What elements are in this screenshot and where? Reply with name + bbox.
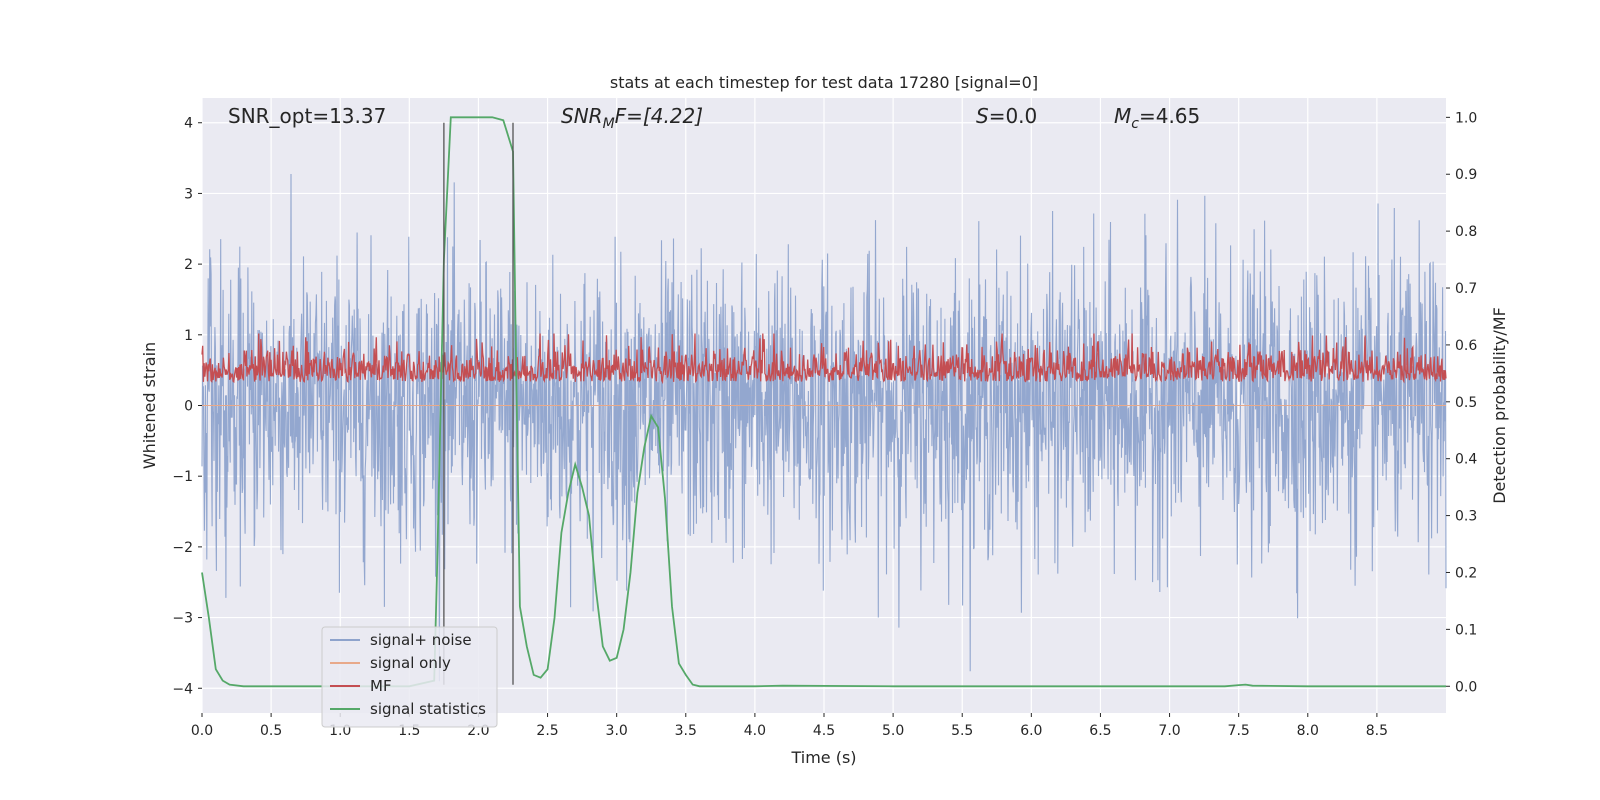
y-tick-label-left: −2 [172, 540, 193, 556]
x-tick-label: 6.0 [1020, 723, 1042, 739]
annotation-mc: Mc=4.65 [1114, 104, 1200, 132]
legend-label: MF [370, 677, 392, 695]
y-tick-label-left: −1 [172, 469, 193, 485]
annotation-snr-opt: SNR_opt=13.37 [228, 104, 386, 128]
y-axis-label-left: Whitened strain [140, 342, 159, 469]
annotation-snr-mf-symbol: SNR [561, 104, 603, 128]
y-tick-label-right: 0.7 [1455, 281, 1477, 297]
legend-label: signal only [370, 654, 451, 672]
y-axis-ticks-right: 1.0 0.9 0.8 0.7 0.6 0.5 0.4 0.3 0.2 0.1 0.0 [1446, 110, 1477, 695]
annotation-s-value: =0.0 [989, 104, 1038, 128]
annotation-snr-mf-subscript: M [603, 116, 615, 132]
y-tick-label-right: 1.0 [1455, 110, 1477, 126]
series-line-signal-plus-noise [201, 173, 1447, 682]
series-mf [201, 333, 1447, 385]
legend: signal+ noise signal only MF signal statist… [321, 626, 498, 728]
x-tick-label: 6.5 [1089, 723, 1111, 739]
annotation-snr-mf-tail: F=[4.22] [615, 104, 703, 128]
y-tick-label-left: −4 [172, 681, 193, 697]
legend-box [321, 626, 498, 728]
series-signal-plus-noise [201, 173, 1447, 682]
y-tick-label-left: 3 [184, 186, 193, 202]
y-tick-label-right: 0.2 [1455, 565, 1477, 581]
legend-label: signal+ noise [370, 631, 472, 649]
y-tick-label-right: 0.5 [1455, 395, 1477, 411]
x-tick-label: 0.0 [191, 723, 213, 739]
y-tick-label-right: 0.9 [1455, 167, 1477, 183]
x-tick-label: 4.5 [813, 723, 835, 739]
x-tick-label: 3.5 [675, 723, 697, 739]
legend-label: signal statistics [370, 700, 486, 718]
chart-title: stats at each timestep for test data 172… [610, 73, 1038, 92]
y-tick-label-right: 0.6 [1455, 338, 1477, 354]
x-tick-label: 8.5 [1366, 723, 1388, 739]
annotation-snr-mf: SNRMF=[4.22] [561, 104, 703, 132]
x-tick-label: 4.0 [744, 723, 766, 739]
y-tick-label-left: 2 [184, 257, 193, 273]
x-tick-label: 7.0 [1158, 723, 1180, 739]
y-tick-label-right: 0.4 [1455, 452, 1477, 468]
marker-lines [443, 122, 514, 685]
x-tick-label: 0.5 [260, 723, 282, 739]
y-tick-label-right: 0.3 [1455, 509, 1477, 525]
y-tick-label-left: −3 [172, 611, 193, 627]
x-tick-label: 5.0 [882, 723, 904, 739]
y-tick-label-right: 0.1 [1455, 622, 1477, 638]
y-tick-label-right: 0.8 [1455, 224, 1477, 240]
x-axis-label: Time (s) [790, 748, 856, 767]
x-axis-ticks: 0.0 0.5 1.0 1.5 2.0 2.5 3.0 3.5 4.0 4.5 5.0 5.5 6.0 6… [191, 713, 1388, 739]
y-tick-label-right: 0.0 [1455, 679, 1477, 695]
series-line-mf [201, 333, 1447, 385]
y-tick-label-left: 1 [184, 328, 193, 344]
y-axis-ticks-left: 4 3 2 1 0 −1 −2 −3 −4 [172, 116, 202, 697]
x-tick-label: 5.5 [951, 723, 973, 739]
annotation-mc-subscript: c [1131, 116, 1139, 132]
annotation-s: S=0.0 [976, 104, 1037, 128]
y-axis-label-right: Detection probability/MF [1490, 307, 1509, 504]
x-tick-label: 2.5 [536, 723, 558, 739]
annotation-mc-symbol: M [1114, 104, 1131, 128]
x-tick-label: 3.0 [606, 723, 628, 739]
y-tick-label-left: 0 [184, 399, 193, 415]
annotation-s-symbol: S [976, 104, 989, 128]
annotation-mc-value: =4.65 [1139, 104, 1200, 128]
y-tick-label-left: 4 [184, 116, 193, 132]
x-tick-label: 7.5 [1228, 723, 1250, 739]
x-tick-label: 8.0 [1297, 723, 1319, 739]
